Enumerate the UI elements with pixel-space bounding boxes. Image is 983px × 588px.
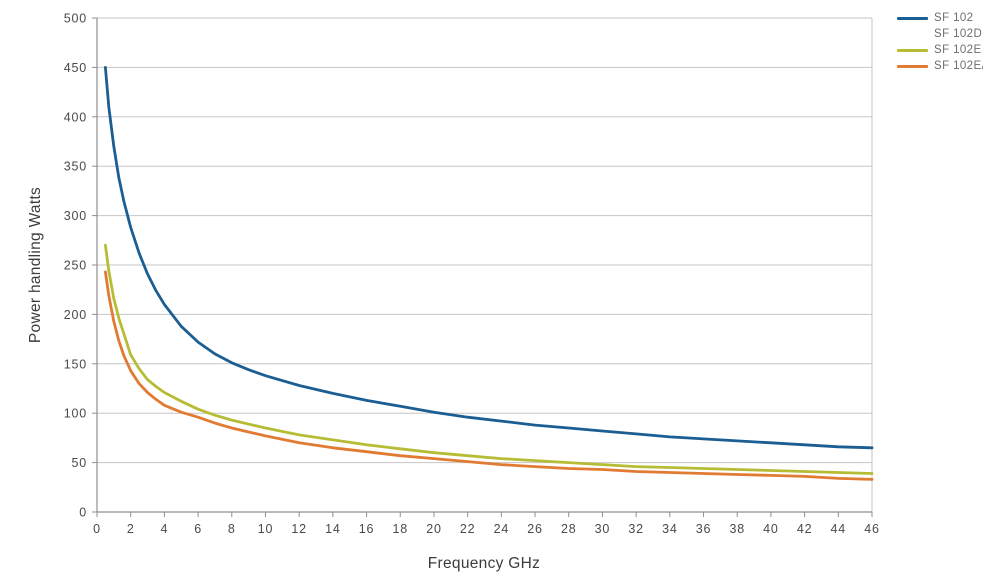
- legend-item-sf-102d: SF 102D: [897, 26, 983, 42]
- y-tick-label-100: 100: [64, 407, 87, 421]
- legend-line-swatch: [897, 64, 928, 68]
- y-tick-label-50: 50: [71, 456, 87, 470]
- x-tick-label-34: 34: [662, 522, 678, 536]
- x-tick-label-8: 8: [228, 522, 236, 536]
- legend-label: SF 102EA: [934, 60, 983, 72]
- x-tick-label-2: 2: [127, 522, 135, 536]
- x-tick-label-18: 18: [393, 522, 409, 536]
- x-tick-label-4: 4: [161, 522, 169, 536]
- x-tick-label-44: 44: [831, 522, 847, 536]
- y-tick-label-400: 400: [64, 110, 87, 124]
- y-tick-label-0: 0: [79, 506, 87, 520]
- y-tick-label-500: 500: [64, 12, 87, 26]
- chart-legend: SF 102 SF 102D SF 102E SF 102EA: [897, 10, 983, 74]
- x-tick-label-14: 14: [325, 522, 341, 536]
- x-tick-label-24: 24: [494, 522, 510, 536]
- x-tick-label-26: 26: [527, 522, 543, 536]
- x-tick-label-42: 42: [797, 522, 813, 536]
- legend-label: SF 102E: [934, 44, 982, 56]
- x-tick-label-36: 36: [696, 522, 712, 536]
- x-tick-label-32: 32: [628, 522, 644, 536]
- x-tick-label-30: 30: [595, 522, 611, 536]
- legend-line-swatch: [897, 32, 928, 36]
- y-tick-label-200: 200: [64, 308, 87, 322]
- gridlines: [97, 17, 873, 512]
- x-tick-label-20: 20: [426, 522, 442, 536]
- series-lines: [104, 66, 874, 481]
- x-tick-label-22: 22: [460, 522, 476, 536]
- y-tick-label-450: 450: [64, 61, 87, 75]
- x-tick-label-10: 10: [258, 522, 274, 536]
- legend-line-swatch: [897, 48, 928, 52]
- series-line-sf-102e: [104, 243, 874, 475]
- x-tick-label-28: 28: [561, 522, 577, 536]
- legend-label: SF 102D: [934, 28, 983, 40]
- legend-item-sf-102ea: SF 102EA: [897, 58, 983, 74]
- x-tick-label-46: 46: [864, 522, 880, 536]
- x-tick-label-0: 0: [93, 522, 101, 536]
- tick-marks: [92, 17, 873, 517]
- y-tick-label-250: 250: [64, 259, 87, 273]
- series-line-sf-102: [104, 66, 874, 450]
- x-tick-label-6: 6: [194, 522, 202, 536]
- x-tick-label-16: 16: [359, 522, 375, 536]
- legend-line-swatch: [897, 16, 928, 20]
- y-tick-label-300: 300: [64, 209, 87, 223]
- y-tick-label-350: 350: [64, 160, 87, 174]
- y-axis-title: Power handling Watts: [27, 187, 44, 343]
- x-tick-label-40: 40: [763, 522, 779, 536]
- y-tick-label-150: 150: [64, 357, 87, 371]
- x-axis-title: Frequency GHz: [428, 555, 540, 572]
- legend-label: SF 102: [934, 12, 974, 24]
- x-tick-label-12: 12: [291, 522, 307, 536]
- series-line-sf-102ea: [104, 270, 874, 481]
- legend-item-sf-102e: SF 102E: [897, 42, 983, 58]
- x-tick-label-38: 38: [729, 522, 745, 536]
- legend-item-sf-102: SF 102: [897, 10, 983, 26]
